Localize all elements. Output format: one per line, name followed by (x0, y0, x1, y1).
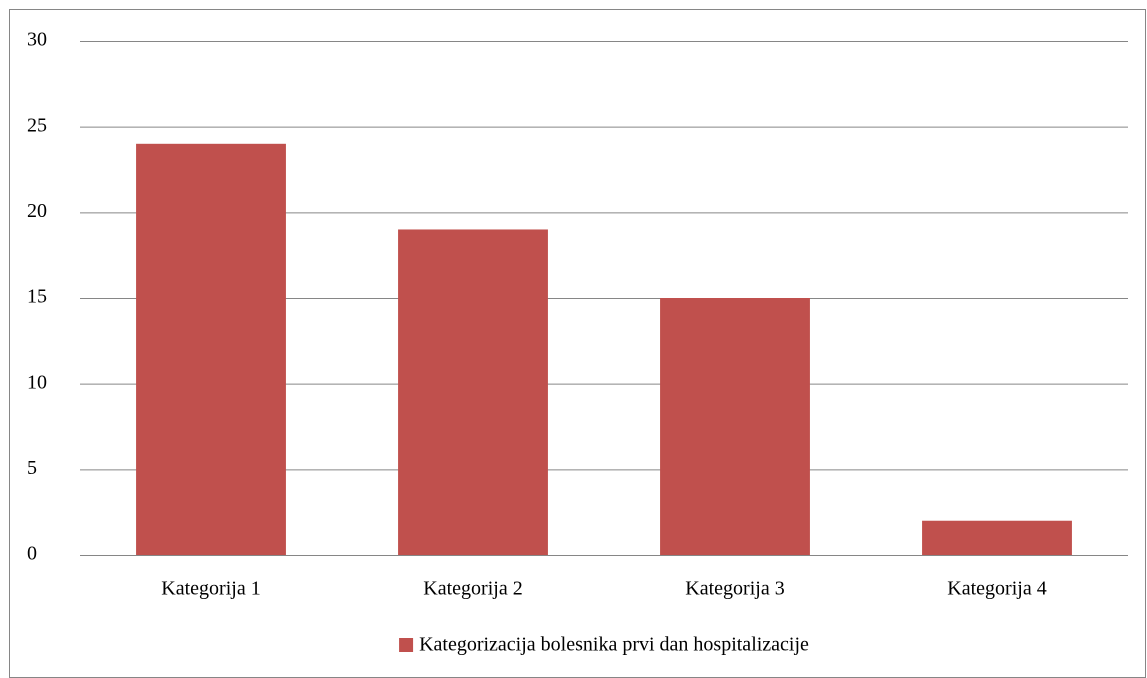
legend-swatch (399, 638, 414, 652)
y-tick-label: 5 (27, 457, 37, 479)
y-tick-label: 15 (27, 286, 47, 308)
x-tick-label: Kategorija 3 (685, 578, 784, 600)
x-tick-label: Kategorija 1 (161, 578, 260, 600)
x-tick-label: Kategorija 2 (423, 578, 522, 600)
legend-label: Kategorizacija bolesnika prvi dan hospit… (419, 634, 809, 656)
bar (660, 298, 810, 555)
y-tick-label: 30 (27, 29, 47, 51)
y-tick-label: 10 (27, 371, 47, 393)
y-tick-label: 25 (27, 114, 47, 136)
y-tick-label: 20 (27, 200, 47, 222)
x-tick-label: Kategorija 4 (947, 578, 1046, 600)
bar (398, 229, 548, 555)
bar (136, 143, 286, 556)
bar (922, 520, 1072, 555)
y-tick-label: 0 (27, 543, 37, 565)
